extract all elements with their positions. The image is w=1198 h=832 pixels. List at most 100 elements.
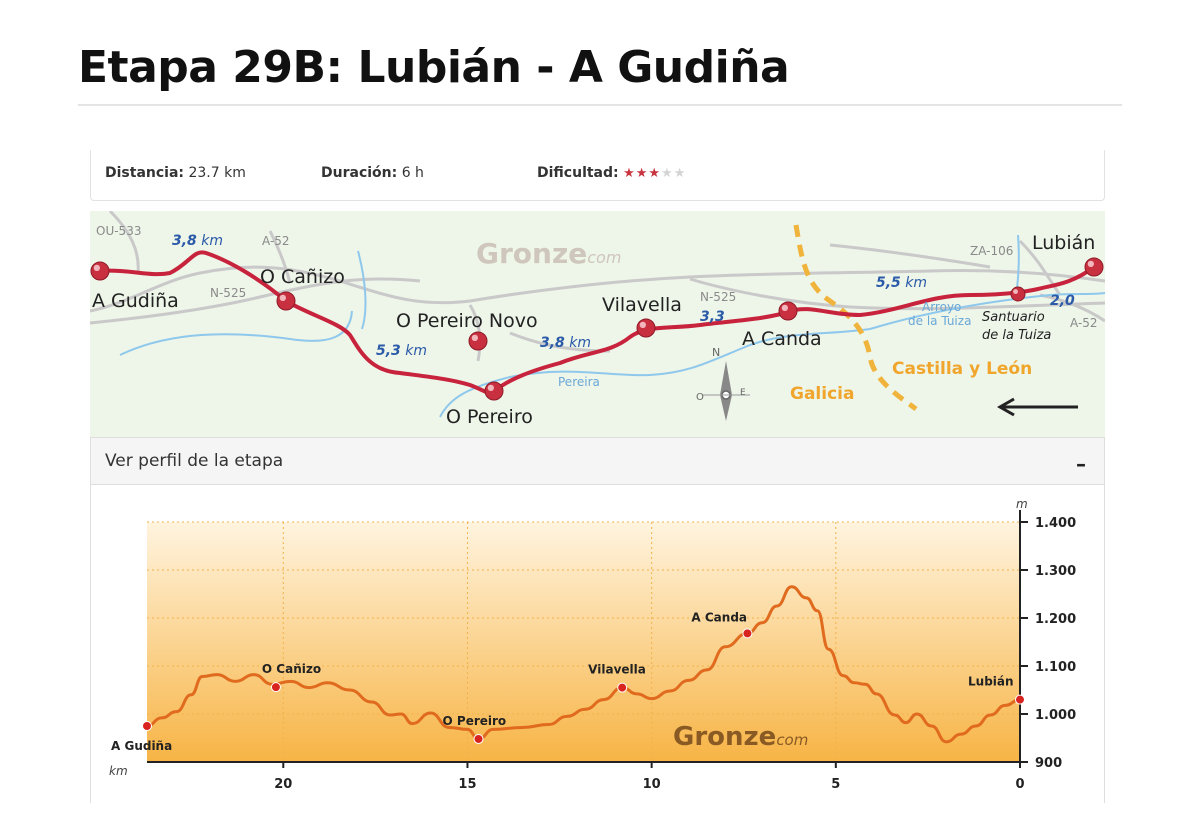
town-label: Vilavella <box>602 294 682 316</box>
elevation-point-label: Lubián <box>968 675 1014 689</box>
river-line <box>357 250 367 330</box>
difficulty-label: Dificultad: <box>537 165 619 181</box>
town-marker-highlight <box>93 264 100 271</box>
river-label: Arroyo <box>922 300 961 314</box>
difficulty-stars: ★★★★★ <box>623 166 686 181</box>
town-label: O Cañizo <box>260 266 345 288</box>
elevation-point <box>270 682 281 693</box>
x-tick-label: 20 <box>274 777 292 792</box>
road-label: A-52 <box>1070 316 1098 330</box>
town-marker-highlight <box>487 384 494 391</box>
road-line <box>1039 293 1105 323</box>
duration-info: Duración: 6 h <box>321 165 424 181</box>
elevation-point-label: Vilavella <box>588 663 646 677</box>
road-label: OU-533 <box>96 224 141 238</box>
y-tick-label: 1.300 <box>1035 564 1076 579</box>
town-marker <box>636 318 656 338</box>
town-label: O Pereiro <box>446 406 533 428</box>
x-axis-label: km <box>109 764 128 778</box>
profile-toggle-header[interactable]: Ver perfil de la etapa – <box>90 437 1105 485</box>
y-tick-label: 1.400 <box>1035 516 1076 531</box>
star-icon: ★ <box>623 166 636 181</box>
road-label: ZA-106 <box>970 244 1013 258</box>
region-label: Galicia <box>790 384 854 404</box>
route-line <box>98 250 1096 396</box>
y-unit-label: m <box>1016 497 1028 511</box>
duration-value: 6 h <box>401 165 424 181</box>
town-marker-highlight <box>639 321 646 328</box>
difficulty-info: Dificultad: ★★★★★ <box>537 165 686 181</box>
road-label: A-52 <box>262 234 290 248</box>
gronze-watermark: Gronzecom <box>476 237 621 270</box>
town-marker <box>468 331 488 351</box>
town-marker <box>778 301 798 321</box>
x-tick-label: 5 <box>831 777 840 792</box>
road-line <box>90 277 421 325</box>
town-marker-highlight <box>279 294 286 301</box>
page-title: Etapa 29B: Lubián - A Gudiña <box>78 42 790 93</box>
road-line <box>1018 239 1062 296</box>
profile-toggle-label: Ver perfil de la etapa <box>105 451 284 471</box>
elevation-point <box>1015 694 1025 705</box>
road-line <box>468 304 482 362</box>
compass-e: E <box>740 388 746 398</box>
star-icon: ★ <box>635 166 649 181</box>
santuario-label: de la Tuiza <box>982 328 1051 343</box>
town-marker <box>484 381 504 401</box>
elevation-point-label: A Gudiña <box>111 739 172 753</box>
elevation-profile-panel: 1.400 1.300 1.200 1.100 1.000 900 20 15 10 5 0 m km G… <box>90 485 1105 803</box>
river-line <box>439 328 871 418</box>
road-line <box>268 230 292 284</box>
elevation-point <box>142 721 152 731</box>
santuario-marker <box>1010 286 1026 302</box>
elevation-point-label: O Cañizo <box>262 662 321 676</box>
arrow-head <box>996 397 1015 417</box>
segment-distance: 2,0 <box>1050 293 1075 309</box>
direction-arrow-icon <box>996 397 1078 417</box>
distance-label: Distancia: <box>105 165 185 181</box>
star-icon: ★ <box>673 166 687 181</box>
elevation-profile-chart: 1.400 1.300 1.200 1.100 1.000 900 20 15 10 5 0 m km G… <box>109 497 1076 792</box>
elevation-point <box>742 628 753 639</box>
gronze-watermark: Gronzecom <box>673 722 808 752</box>
road-label: N-525 <box>700 290 736 304</box>
duration-label: Duración: <box>321 165 398 181</box>
river-line <box>119 310 353 356</box>
elevation-point-label: O Pereiro <box>443 714 507 728</box>
town-marker <box>276 291 296 311</box>
river-label: de la Tuiza <box>908 314 971 328</box>
route-map[interactable]: A Gudiña O Cañizo O Pereiro Novo O Pereiro V… <box>90 211 1105 437</box>
compass-n: N <box>712 346 720 359</box>
star-icon: ★ <box>648 166 662 181</box>
title-divider <box>78 104 1122 106</box>
santuario-marker-highlight <box>1013 289 1018 294</box>
x-tick-label: 10 <box>643 777 661 792</box>
collapse-icon[interactable]: – <box>1076 452 1086 476</box>
y-tick-label: 1.100 <box>1035 660 1076 675</box>
town-marker-highlight <box>1087 260 1094 267</box>
region-border <box>793 224 918 412</box>
segment-distance: 5,3 km <box>376 343 427 359</box>
route-map-canvas: A Gudiña O Cañizo O Pereiro Novo O Pereiro V… <box>90 211 1105 428</box>
santuario-label: Santuario <box>982 310 1045 325</box>
road-line <box>689 277 1105 311</box>
distance-info: Distancia: 23.7 km <box>105 165 246 181</box>
y-tick-label: 900 <box>1035 756 1062 771</box>
star-icon: ★ <box>661 166 674 181</box>
plot-background <box>147 522 1020 762</box>
road-line <box>829 243 991 269</box>
distance-value: 23.7 km <box>188 165 246 181</box>
segment-distance: 3,3 <box>700 309 725 325</box>
town-marker-highlight <box>781 304 788 311</box>
stage-info-bar: Distancia: 23.7 km Duración: 6 h Dificul… <box>90 150 1105 201</box>
town-label: Lubián <box>1032 232 1095 254</box>
town-marker <box>90 261 110 281</box>
road-line <box>90 265 1105 313</box>
town-label: A Gudiña <box>92 290 179 312</box>
segment-distance: 5,5 km <box>876 275 927 291</box>
elevation-point <box>617 682 628 693</box>
river-label: Pereira <box>558 375 600 389</box>
town-label: A Canda <box>742 328 822 350</box>
segment-distance: 3,8 km <box>172 233 223 249</box>
road-label: N-525 <box>210 286 246 300</box>
